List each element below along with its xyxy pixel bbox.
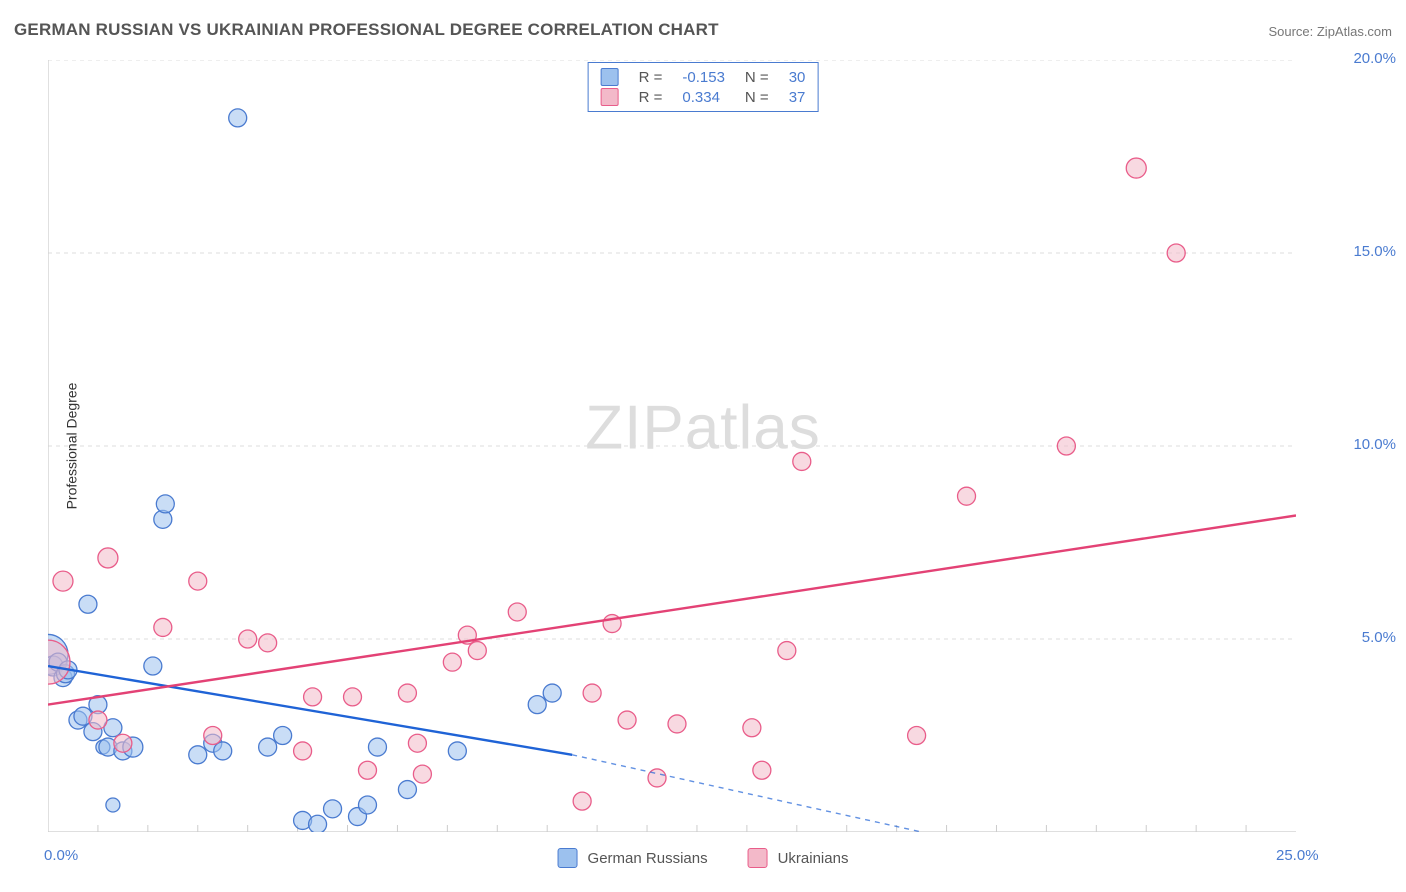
- y-tick-20: 20.0%: [1353, 50, 1396, 67]
- chart-area: [48, 60, 1296, 832]
- point-ukrainian: [793, 452, 811, 470]
- x-tick-25: 25.0%: [1276, 847, 1319, 864]
- point-ukrainian: [778, 642, 796, 660]
- point-ukrainian: [468, 642, 486, 660]
- scatter-plot: [48, 60, 1296, 832]
- source-label: Source:: [1268, 24, 1316, 39]
- point-german-russian: [448, 742, 466, 760]
- point-german-russian: [324, 800, 342, 818]
- y-tick-5: 5.0%: [1362, 629, 1396, 646]
- point-ukrainian: [114, 734, 132, 752]
- point-ukrainian: [304, 688, 322, 706]
- point-german-russian: [543, 684, 561, 702]
- x-tick-0: 0.0%: [44, 847, 78, 864]
- point-german-russian: [189, 746, 207, 764]
- point-ukrainian: [573, 792, 591, 810]
- point-ukrainian: [413, 765, 431, 783]
- point-ukrainian: [53, 571, 73, 591]
- point-german-russian: [229, 109, 247, 127]
- legend-swatch-blue: [601, 68, 619, 86]
- point-ukrainian: [408, 734, 426, 752]
- point-ukrainian: [743, 719, 761, 737]
- point-german-russian: [358, 796, 376, 814]
- point-ukrainian: [239, 630, 257, 648]
- point-ukrainian: [259, 634, 277, 652]
- point-ukrainian: [1126, 158, 1146, 178]
- point-ukrainian: [753, 761, 771, 779]
- r-value: 0.334: [672, 87, 735, 107]
- regression-line-ukrainian: [48, 515, 1296, 704]
- point-german-russian: [106, 798, 120, 812]
- point-ukrainian: [398, 684, 416, 702]
- point-german-russian: [144, 657, 162, 675]
- legend-label: Ukrainians: [778, 850, 849, 867]
- r-label: R =: [629, 87, 673, 107]
- point-ukrainian: [89, 711, 107, 729]
- point-ukrainian: [618, 711, 636, 729]
- point-ukrainian: [583, 684, 601, 702]
- legend-row-german-russians: R = -0.153 N = 30: [591, 67, 816, 87]
- legend-label: German Russians: [588, 850, 708, 867]
- y-tick-15: 15.0%: [1353, 243, 1396, 260]
- point-ukrainian: [1057, 437, 1075, 455]
- point-german-russian: [79, 595, 97, 613]
- point-german-russian: [398, 781, 416, 799]
- n-label: N =: [735, 87, 779, 107]
- source-value: ZipAtlas.com: [1317, 24, 1392, 39]
- point-ukrainian: [508, 603, 526, 621]
- point-ukrainian: [344, 688, 362, 706]
- chart-title: GERMAN RUSSIAN VS UKRAINIAN PROFESSIONAL…: [14, 20, 719, 40]
- source-attribution: Source: ZipAtlas.com: [1268, 24, 1392, 39]
- point-ukrainian: [443, 653, 461, 671]
- point-german-russian: [309, 815, 327, 832]
- correlation-legend: R = -0.153 N = 30 R = 0.334 N = 37: [588, 62, 819, 112]
- point-german-russian: [274, 727, 292, 745]
- y-tick-10: 10.0%: [1353, 436, 1396, 453]
- point-ukrainian: [668, 715, 686, 733]
- point-german-russian: [528, 696, 546, 714]
- point-ukrainian: [958, 487, 976, 505]
- point-ukrainian: [204, 727, 222, 745]
- n-value: 30: [779, 67, 816, 87]
- point-german-russian: [368, 738, 386, 756]
- point-ukrainian: [98, 548, 118, 568]
- point-ukrainian: [294, 742, 312, 760]
- point-german-russian: [156, 495, 174, 513]
- point-ukrainian: [189, 572, 207, 590]
- r-value: -0.153: [672, 67, 735, 87]
- legend-swatch-blue: [558, 848, 578, 868]
- legend-swatch-pink: [748, 848, 768, 868]
- n-value: 37: [779, 87, 816, 107]
- point-ukrainian: [908, 727, 926, 745]
- point-ukrainian: [358, 761, 376, 779]
- point-ukrainian: [1167, 244, 1185, 262]
- series-legend: German Russians Ukrainians: [558, 848, 849, 868]
- legend-swatch-pink: [601, 88, 619, 106]
- legend-item-german-russians: German Russians: [558, 848, 708, 868]
- r-label: R =: [629, 67, 673, 87]
- point-ukrainian: [154, 618, 172, 636]
- point-german-russian: [259, 738, 277, 756]
- n-label: N =: [735, 67, 779, 87]
- legend-row-ukrainians: R = 0.334 N = 37: [591, 87, 816, 107]
- legend-item-ukrainians: Ukrainians: [748, 848, 849, 868]
- regression-line-extrapolated: [572, 755, 921, 832]
- point-german-russian: [214, 742, 232, 760]
